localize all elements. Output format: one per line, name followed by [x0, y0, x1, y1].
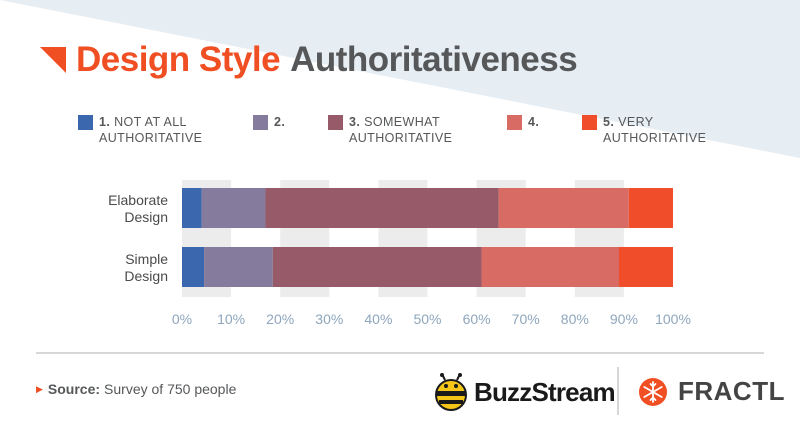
legend-item-5: 5. VERY AUTHORITATIVE [582, 114, 706, 146]
category-label: Design [124, 268, 168, 284]
bar-segment [182, 247, 205, 287]
fractl-logo: FRACTL [638, 376, 785, 407]
x-tick-label: 100% [655, 311, 691, 327]
x-tick-label: 40% [364, 311, 392, 327]
bar-segment [618, 247, 673, 287]
source-text: Survey of 750 people [104, 381, 237, 397]
legend-label-4: 4. [528, 115, 540, 129]
buzzstream-logo: BuzzStream [434, 373, 616, 411]
legend-label-5: 5. VERY AUTHORITATIVE [603, 115, 707, 145]
x-tick-label: 90% [610, 311, 638, 327]
category-label: Simple [125, 251, 168, 267]
bar-segment [481, 247, 619, 287]
legend-swatch-4 [507, 115, 522, 130]
legend-item-3: 3. SOMEWHAT AUTHORITATIVE [328, 114, 452, 146]
bars-group [182, 188, 673, 287]
category-label: Design [124, 209, 168, 225]
x-tick-label: 0% [172, 311, 192, 327]
category-label: Elaborate [108, 192, 168, 208]
title-rest-text: Authoritativeness [290, 40, 578, 79]
legend-label-3: 3. SOMEWHAT AUTHORITATIVE [349, 115, 453, 145]
legend-item-4: 4. [507, 114, 539, 130]
bar-segment [182, 188, 202, 228]
legend-label-2: 2. [274, 115, 286, 129]
x-tick-label: 30% [315, 311, 343, 327]
chart-title: Design Style Authoritativeness [40, 40, 578, 80]
bee-icon [435, 373, 467, 411]
legend-label-1: 1. NOT AT ALL AUTHORITATIVE [99, 115, 203, 145]
legend-swatch-3 [328, 115, 343, 130]
x-tick-label: 50% [413, 311, 441, 327]
x-tick-label: 60% [463, 311, 491, 327]
legend-swatch-5 [582, 115, 597, 130]
bar-segment [265, 188, 499, 228]
fractl-logo-text: FRACTL [678, 376, 785, 406]
logo-separator [617, 367, 619, 415]
footer-divider [36, 352, 764, 354]
legend-item-1: 1. NOT AT ALL AUTHORITATIVE [78, 114, 202, 146]
x-tick-label: 80% [561, 311, 589, 327]
legend-swatch-2 [253, 115, 268, 130]
x-axis-ticks: 0% 10% 20% 30% 40% 50% 60% 70% 80% 90% 100% [172, 311, 691, 327]
bar-segment [272, 247, 482, 287]
snowflake-icon [639, 377, 667, 406]
bar-segment [204, 247, 273, 287]
bar-segment [628, 188, 673, 228]
x-tick-label: 20% [266, 311, 294, 327]
legend-item-2: 2. [253, 114, 285, 130]
source-note: ▶ Source: Survey of 750 people [36, 381, 236, 397]
title-accent-text: Design Style [76, 40, 281, 79]
title-flag-icon [40, 47, 66, 73]
legend-swatch-1 [78, 115, 93, 130]
x-tick-label: 10% [217, 311, 245, 327]
source-arrow-icon: ▶ [36, 383, 43, 394]
buzzstream-logo-text: BuzzStream [474, 376, 616, 407]
bar-segment [201, 188, 266, 228]
source-label: Source: [47, 381, 101, 397]
x-tick-label: 70% [512, 311, 540, 327]
bar-segment [498, 188, 629, 228]
